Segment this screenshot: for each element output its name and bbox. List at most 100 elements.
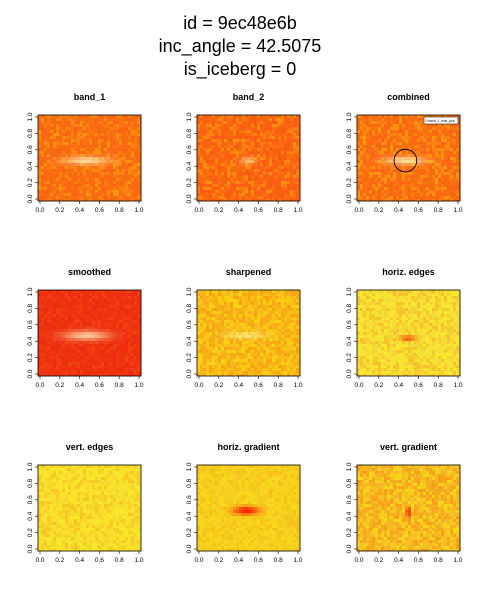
y-tick-label: 0.0 (346, 369, 353, 378)
y-tick-label: 0.2 (186, 178, 193, 187)
y-tick-label: 0.2 (27, 178, 34, 187)
heatmap-cells (38, 115, 142, 202)
plot-frame (37, 464, 142, 552)
y-tick-label: 0.4 (186, 336, 193, 345)
figure-title-is-iceberg: is_iceberg = 0 (183, 59, 297, 79)
x-tick-label: 0.2 (374, 207, 383, 214)
plot-frame (196, 114, 301, 202)
panel-title: band_2 (233, 92, 265, 102)
y-tick-label: 0.4 (346, 161, 353, 170)
plot-frame (196, 289, 301, 377)
heatmap-cells (38, 290, 142, 377)
heatmap-cells (38, 465, 142, 552)
y-tick-label: 1.0 (27, 287, 34, 296)
y-tick-label: 0.0 (346, 194, 353, 203)
y-tick-label: 1.0 (186, 287, 193, 296)
x-tick-label: 1.0 (453, 382, 462, 389)
x-tick-label: 1.0 (453, 557, 462, 564)
x-tick-label: 0.2 (55, 207, 64, 214)
y-tick-label: 0.0 (186, 544, 193, 553)
x-tick-label: 0.8 (115, 207, 124, 214)
y-tick-label: 0.4 (346, 511, 353, 520)
panel-combined: 0 band_1_max_pos combined 0.0 0.2 0.4 0.6 0.8 1… (346, 92, 463, 214)
x-tick-label: 0.2 (374, 557, 383, 564)
y-tick-label: 0.4 (27, 161, 34, 170)
x-tick-label: 0.6 (254, 382, 263, 389)
heatmap-cells (357, 465, 461, 552)
plot-frame (37, 289, 142, 377)
x-tick-label: 1.0 (453, 207, 462, 214)
y-tick-label: 0.0 (27, 369, 34, 378)
x-tick-label: 0.4 (234, 207, 243, 214)
x-tick-label: 0.6 (95, 207, 104, 214)
x-tick-label: 1.0 (293, 557, 302, 564)
y-tick-label: 0.8 (27, 479, 34, 488)
plot-frame (356, 114, 461, 202)
heatmap-cells (197, 115, 301, 202)
y-tick-label: 0.0 (186, 194, 193, 203)
figure-title-id: id = 9ec48e6b (183, 13, 297, 33)
x-tick-label: 0.2 (214, 557, 223, 564)
y-tick-label: 0.2 (27, 353, 34, 362)
x-tick-label: 0.6 (95, 557, 104, 564)
x-tick-label: 0.4 (394, 557, 403, 564)
y-tick-label: 1.0 (186, 112, 193, 121)
y-tick-label: 0.0 (27, 194, 34, 203)
y-tick-label: 0.2 (186, 528, 193, 537)
y-tick-label: 0.8 (186, 129, 193, 138)
x-tick-label: 0.4 (75, 382, 84, 389)
y-tick-label: 0.2 (27, 528, 34, 537)
y-tick-label: 0.8 (27, 129, 34, 138)
panel-title: horiz. edges (382, 267, 435, 277)
x-tick-label: 0.2 (55, 382, 64, 389)
y-tick-label: 0.8 (27, 304, 34, 313)
heatmap-cells (197, 290, 301, 377)
x-tick-label: 0.2 (214, 382, 223, 389)
y-tick-label: 1.0 (346, 287, 353, 296)
x-tick-label: 0.6 (414, 382, 423, 389)
y-tick-label: 0.8 (346, 479, 353, 488)
x-tick-label: 0.0 (354, 557, 363, 564)
panel-title: vert. edges (66, 442, 114, 452)
plot-frame (356, 289, 461, 377)
heatmap-cells (357, 290, 461, 377)
x-tick-label: 0.6 (414, 207, 423, 214)
y-tick-label: 1.0 (27, 462, 34, 471)
x-tick-label: 0.0 (354, 207, 363, 214)
panel-title: vert. gradient (380, 442, 437, 452)
y-tick-label: 1.0 (186, 462, 193, 471)
panel-band-2: band_2 0.0 0.2 0.4 0.6 0.8 1.0 0.0 0.2 0.4 0.6 0.8 1… (186, 92, 303, 214)
panel-horiz-edges: horiz. edges 0.0 0.2 0.4 0.6 0.8 1.0 0.0 0.2 0.4 0… (346, 267, 463, 389)
x-tick-label: 0.0 (35, 207, 44, 214)
y-tick-label: 0.4 (346, 336, 353, 345)
y-tick-label: 1.0 (346, 112, 353, 121)
panel-vert-edges: vert. edges 0.0 0.2 0.4 0.6 0.8 1.0 0.0 0.2 0.4 0.… (27, 442, 144, 564)
panel-title: smoothed (68, 267, 111, 277)
x-tick-label: 0.0 (194, 557, 203, 564)
x-tick-label: 0.0 (194, 382, 203, 389)
plot-frame (356, 464, 461, 552)
panel-sharpened: sharpened 0.0 0.2 0.4 0.6 0.8 1.0 0.0 0.2 0.4 0.6 0… (186, 267, 303, 389)
legend: 0 band_1_max_pos (423, 116, 459, 125)
y-tick-label: 0.6 (186, 495, 193, 504)
x-tick-label: 1.0 (293, 207, 302, 214)
y-tick-label: 0.4 (186, 511, 193, 520)
y-tick-label: 1.0 (27, 112, 34, 121)
x-tick-label: 0.6 (414, 557, 423, 564)
y-tick-label: 1.0 (346, 462, 353, 471)
x-tick-label: 0.0 (354, 382, 363, 389)
y-tick-label: 0.6 (27, 145, 34, 154)
x-tick-label: 0.4 (75, 557, 84, 564)
panel-smoothed: smoothed 0.0 0.2 0.4 0.6 0.8 1.0 0.0 0.2 0.4 0.6 0.… (27, 267, 144, 389)
panel-band-1: band_1 0.0 0.2 0.4 0.6 0.8 1.0 0.0 0.2 0.4 0.6 0.8 1… (27, 92, 144, 214)
y-tick-label: 0.6 (27, 320, 34, 329)
x-tick-label: 0.6 (254, 207, 263, 214)
x-tick-label: 1.0 (134, 557, 143, 564)
x-tick-label: 0.8 (115, 382, 124, 389)
x-tick-label: 0.4 (75, 207, 84, 214)
x-tick-label: 0.8 (434, 557, 443, 564)
x-tick-label: 0.0 (35, 382, 44, 389)
x-tick-label: 0.4 (394, 207, 403, 214)
x-tick-label: 1.0 (293, 382, 302, 389)
x-tick-label: 0.8 (115, 557, 124, 564)
